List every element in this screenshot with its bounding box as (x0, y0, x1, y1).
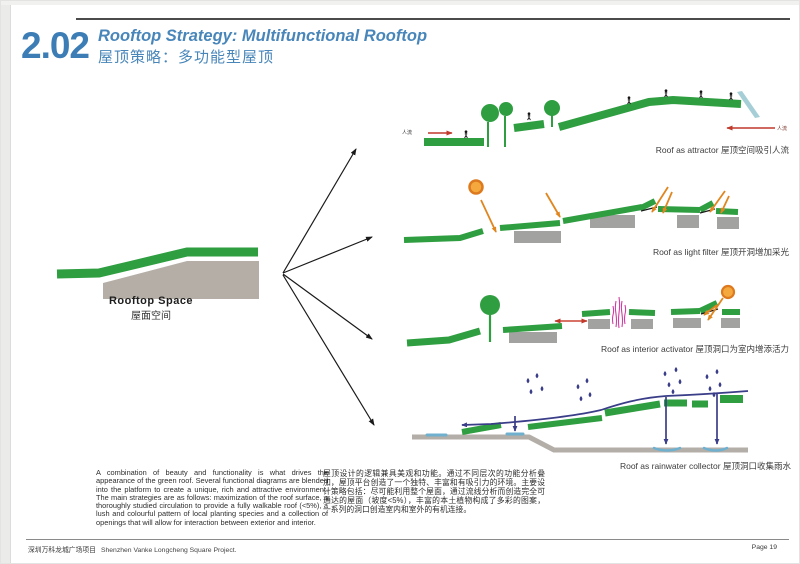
interior-activator-diagram (406, 284, 740, 347)
green-roof-bands (403, 198, 739, 243)
green-roof-bands (406, 300, 740, 347)
branch-arrows (282, 148, 375, 426)
caption-interior-activator-en: Roof as interior activator (600, 344, 694, 354)
person-icon (627, 95, 631, 105)
person-icon (527, 111, 531, 121)
branch-arrow-4 (282, 274, 375, 426)
description-chinese: 屋顶设计的逻辑兼具美观和功能。通过不同层次的功能分析叠加，屋顶平台创造了一个独特… (323, 469, 545, 515)
caption-interior-activator-zh: 屋顶洞口为室内增添活力 (695, 344, 789, 354)
light-ray-arrows (703, 297, 724, 321)
person-icon (729, 91, 733, 101)
caption-attractor: Roof as attractor 屋顶空间吸引人流 (561, 144, 789, 156)
branch-arrow-2 (282, 236, 373, 274)
rain-drop-icons (526, 367, 722, 402)
caption-light-filter: Roof as light filter 屋顶开洞增加采光 (561, 246, 789, 258)
tree-icons (481, 100, 560, 147)
footer-project-zh: 深圳万科龙城广场项目 (28, 547, 96, 554)
footer-page-number: Page 19 (751, 544, 777, 551)
branch-arrow-3 (282, 273, 373, 340)
slide-ramp (737, 91, 760, 118)
caption-rainwater-collector-en: Roof as rainwater collector (619, 461, 721, 471)
header-rule (76, 18, 790, 20)
ground-profile (412, 434, 748, 453)
flow-label-right: 人流 (777, 126, 788, 132)
tree-icon (481, 104, 499, 122)
activity-lines (611, 296, 627, 329)
attractor-diagram (424, 88, 775, 147)
sun-icon (468, 179, 484, 195)
rooftop-space-label: Rooftop Space (108, 295, 194, 307)
footer-rule (26, 539, 789, 540)
page-title-zh: 屋顶策略：多功能型屋顶 (98, 49, 275, 66)
interior-masses (514, 215, 739, 243)
caption-light-filter-zh: 屋顶开洞增加采光 (720, 247, 789, 257)
interior-masses (509, 318, 740, 343)
building-mass (103, 261, 259, 299)
footer-project: 深圳万科龙城广场项目 Shenzhen Vanke Longcheng Squar… (28, 544, 237, 554)
person-icon (699, 89, 703, 99)
light-ray-arrows (480, 186, 730, 233)
caption-attractor-en: Roof as attractor (655, 145, 719, 155)
description-english: A combination of beauty and functionalit… (96, 468, 328, 527)
tree-icon (480, 295, 500, 315)
person-icon (664, 88, 668, 98)
caption-rainwater-collector-zh: 屋顶洞口收集雨水 (722, 461, 791, 471)
tree-icon (544, 100, 560, 116)
caption-interior-activator: Roof as interior activator 屋顶洞口为室内增添活力 (521, 343, 789, 355)
page-title: Rooftop Strategy: Multifunctional Roofto… (98, 27, 428, 45)
footer-project-en: Shenzhen Vanke Longcheng Square Project. (100, 547, 237, 554)
tree-icon (499, 102, 513, 116)
scan-edge (1, 1, 11, 563)
green-roof-bands (461, 395, 743, 435)
scan-edge-top (1, 1, 799, 5)
person-icon (464, 129, 468, 139)
sun-icon (720, 284, 736, 300)
rooftop-space-diagram (56, 247, 259, 299)
water-pools (425, 432, 729, 452)
section-number: 2.02 (21, 25, 90, 66)
water-flow-lines (461, 390, 749, 445)
caption-attractor-zh: 屋顶空间吸引人流 (720, 145, 789, 155)
caption-light-filter-en: Roof as light filter (652, 247, 719, 257)
green-roof-band (56, 247, 258, 279)
caption-rainwater-collector: Roof as rainwater collector 屋顶洞口收集雨水 (531, 460, 791, 472)
rainwater-collector-diagram (412, 367, 749, 453)
branch-arrow-1 (282, 148, 357, 274)
flow-label-left: 人流 (402, 130, 413, 136)
green-roof-bands (424, 95, 742, 146)
rooftop-space-label-zh: 屋面空间 (131, 311, 171, 322)
light-filter-diagram (403, 179, 739, 243)
